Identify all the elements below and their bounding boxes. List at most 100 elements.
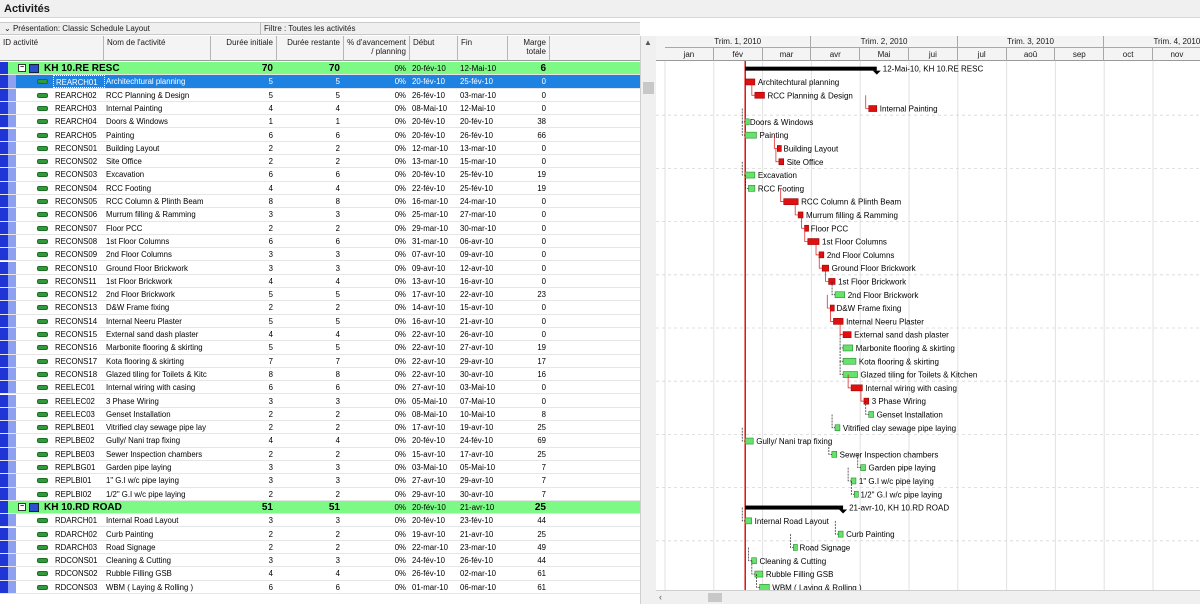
task-icon (37, 558, 48, 564)
table-row[interactable]: REPLBI01 1" G.I w/c pipe laying 3 3 0% 27-avr… (0, 474, 640, 488)
cell-od: 5 (268, 77, 273, 87)
col-header-name[interactable]: Nom de l'activité (104, 36, 211, 61)
presentation-layout-dropdown[interactable]: ⌄ Présentation: Classic Schedule Layout (4, 24, 150, 33)
wbs-row[interactable]: − KH 10.RE RESC 70 70 0% 20-fév-10 12-Mai-10 6 (0, 62, 640, 76)
table-row[interactable]: REPLBI02 1/2" G.I w/c pipe laying 2 2 0% 29-a… (0, 487, 640, 501)
scroll-left-icon[interactable]: ‹ (659, 592, 662, 602)
table-row[interactable]: RECONS14 Internal Neeru Plaster 5 5 0% 16-avr… (0, 314, 640, 328)
table-row[interactable]: RECONS12 2nd Floor Brickwork 5 5 0% 17-avr-10… (0, 288, 640, 302)
row-strip (0, 155, 8, 168)
gantt-canvas: 12-Mai-10, KH 10.RE RESC Architechtural p… (656, 61, 1200, 604)
cell-id: REPLBE02 (55, 436, 95, 446)
table-row[interactable]: RECONS11 1st Floor Brickwork 4 4 0% 13-avr-10… (0, 274, 640, 289)
cell-name: Internal Neeru Plaster (106, 316, 182, 326)
cell-rd: 4 (335, 103, 340, 113)
cell-start: 17-avr-10 (412, 290, 446, 300)
task-icon (37, 385, 48, 391)
cell-name: 1st Floor Brickwork (106, 276, 173, 286)
cell-pct: 0% (394, 529, 406, 539)
table-row[interactable]: REPLBE02 Gully/ Nani trap fixing 4 4 0% 20-fé… (0, 434, 640, 448)
table-row[interactable]: REPLBE01 Vitrified clay sewage pipe lay 2 2… (0, 421, 640, 435)
cell-name: 1" G.I w/c pipe laying (106, 476, 179, 486)
gantt-bar-label: External sand dash plaster (854, 331, 949, 340)
table-row[interactable]: REARCH04 Doors & Windows 1 1 0% 20-fév-10 20-f… (0, 115, 640, 129)
table-row[interactable]: REARCH05 Painting 6 6 0% 20-fév-10 26-fév-10 66 (0, 128, 640, 142)
table-row[interactable]: REPLBE03 Sewer Inspection chambers 2 2 0% 15-… (0, 447, 640, 461)
table-row[interactable]: RECONS09 2nd Floor Columns 3 3 0% 07-avr-10 09… (0, 248, 640, 262)
table-row[interactable]: RECONS16 Marbonite flooring & skirting 5 5 0… (0, 341, 640, 355)
table-row[interactable]: RECONS05 RCC Column & Plinth Beam 8 8 0% 16-m… (0, 195, 640, 209)
table-row[interactable]: RECONS04 RCC Footing 4 4 0% 22-fév-10 25-fév-1… (0, 181, 640, 195)
table-row[interactable]: RDCONS01 Cleaning & Cutting 3 3 0% 24-fév-10 2… (0, 554, 640, 568)
table-row[interactable]: RECONS03 Excavation 6 6 0% 20-fév-10 25-fév-10… (0, 168, 640, 182)
cell-finish: 21-avr-10 (460, 316, 494, 326)
cell-name: Cleaning & Cutting (106, 556, 172, 566)
timescale-month: sep (1055, 48, 1105, 61)
cell-tf: 23 (537, 290, 546, 300)
col-header-finish[interactable]: Fin (458, 36, 508, 61)
filter-label[interactable]: Filtre : Toutes les activités (260, 23, 355, 35)
row-strip (0, 487, 8, 500)
table-row[interactable]: RDCONS02 Rubble Filling GSB 4 4 0% 26-fév-10 0… (0, 567, 640, 581)
table-row[interactable]: RDCONS03 WBM ( Laying & Rolling ) 6 6 0% 01-m… (0, 580, 640, 594)
table-row[interactable]: RECONS13 D&W Frame fixing 2 2 0% 14-avr-10 15-… (0, 301, 640, 315)
cell-tf: 6 (540, 63, 546, 74)
cell-od: 4 (268, 276, 273, 286)
col-header-id[interactable]: ID activité (0, 36, 104, 61)
table-row[interactable]: REELEC03 Genset Installation 2 2 0% 08-Mai-10… (0, 407, 640, 422)
table-row[interactable]: RECONS08 1st Floor Columns 6 6 0% 31-mar-10 06… (0, 234, 640, 249)
table-row[interactable]: RECONS02 Site Office 2 2 0% 13-mar-10 15-mar-1… (0, 155, 640, 169)
scroll-up-icon[interactable]: ▲ (644, 38, 652, 47)
wbs-row[interactable]: − KH 10.RD ROAD 51 51 0% 20-fév-10 21-avr-10 25 (0, 500, 640, 515)
col-header-percent-complete[interactable]: % d'avancement / planning (344, 36, 410, 61)
cell-pct: 0% (394, 476, 406, 486)
task-icon (37, 518, 48, 524)
cell-name: Marbonite flooring & skirting (106, 343, 203, 353)
table-row[interactable]: RECONS15 External sand dash plaster 4 4 0% 22… (0, 328, 640, 342)
cell-tf: 25 (534, 501, 546, 513)
row-indent (8, 234, 16, 248)
table-row[interactable]: REARCH03 Internal Painting 4 4 0% 08-Mai-10 12… (0, 101, 640, 116)
table-row[interactable]: RDARCH03 Road Signage 2 2 0% 22-mar-10 23-mar-… (0, 540, 640, 555)
task-icon (37, 438, 48, 444)
task-icon (37, 451, 48, 457)
cell-od: 2 (268, 409, 273, 419)
scrollbar-thumb[interactable] (643, 82, 654, 94)
table-row[interactable]: RECONS18 Glazed tiling for Toilets & Kitc… (0, 367, 640, 382)
cell-od: 4 (268, 436, 273, 446)
cell-tf: 61 (537, 582, 546, 592)
scrollbar-thumb[interactable] (708, 593, 722, 602)
table-row[interactable]: RECONS06 Murrum filling & Ramming 3 3 0% 25-m… (0, 208, 640, 222)
table-row[interactable]: RDARCH02 Curb Painting 2 2 0% 19-avr-10 21-avr… (0, 527, 640, 541)
table-row[interactable]: RECONS01 Building Layout 2 2 0% 12-mar-10 13-m… (0, 141, 640, 156)
table-row[interactable]: RECONS10 Ground Floor Brickwork 3 3 0% 09-avr… (0, 261, 640, 275)
table-row[interactable]: RECONS07 Floor PCC 2 2 0% 29-mar-10 30-mar-10 0 (0, 221, 640, 235)
relationship-line (801, 214, 805, 229)
table-row[interactable]: RDARCH01 Internal Road Layout 3 3 0% 20-fév-1… (0, 514, 640, 528)
col-header-total-float[interactable]: Marge totale (508, 36, 550, 61)
cell-od: 3 (268, 263, 273, 273)
col-header-start[interactable]: Début (410, 36, 458, 61)
cell-tf: 69 (537, 436, 546, 446)
collapse-icon[interactable]: − (18, 502, 26, 511)
table-row[interactable]: REARCH01 Architechtural planning 5 5 0% 20-fé… (0, 75, 640, 89)
table-row[interactable]: REELEC01 Internal wiring with casing 6 6 0% 2… (0, 381, 640, 395)
table-row[interactable]: REPLBG01 Garden pipe laying 3 3 0% 03-Mai-10 0… (0, 461, 640, 475)
table-row[interactable]: RECONS17 Kota flooring & skirting 7 7 0% 22-a… (0, 354, 640, 368)
cell-rd: 5 (335, 77, 340, 87)
col-header-original-duration[interactable]: Durée initiale (211, 36, 277, 61)
col-header-remaining-duration[interactable]: Durée restante (277, 36, 344, 61)
task-icon (37, 478, 48, 484)
cell-od: 4 (268, 103, 273, 113)
table-row[interactable]: REELEC02 3 Phase Wiring 3 3 0% 05-Mai-10 07-Ma… (0, 394, 640, 408)
cell-start: 27-avr-10 (412, 383, 446, 393)
gantt-horizontal-scrollbar[interactable]: ‹ (656, 590, 1200, 604)
table-vertical-scrollbar[interactable]: ▲ (640, 36, 656, 604)
relationship-line (741, 507, 746, 522)
activity-bar (793, 544, 798, 551)
table-row[interactable]: REARCH02 RCC Planning & Design 5 5 0% 26-fév-… (0, 88, 640, 102)
cell-name: WBM ( Laying & Rolling ) (106, 582, 194, 592)
collapse-icon[interactable]: − (18, 64, 26, 72)
gantt-bar-label: RCC Planning & Design (767, 91, 852, 100)
cell-rd: 4 (335, 436, 340, 446)
